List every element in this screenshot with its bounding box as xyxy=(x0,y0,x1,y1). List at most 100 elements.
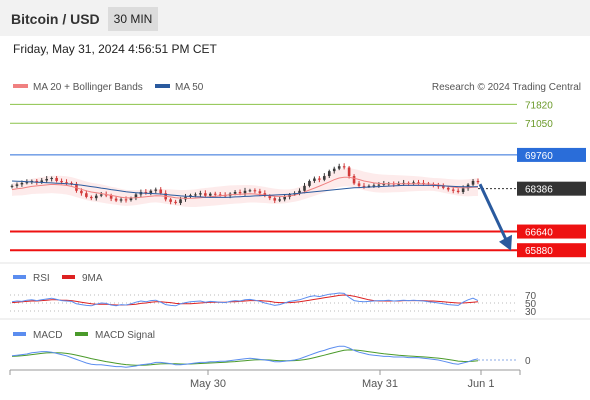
macd-signal-line xyxy=(11,349,479,366)
candle-body xyxy=(70,182,73,184)
main-legend: MA 20 + Bollinger Bands MA 50 Research ©… xyxy=(13,82,581,93)
rsi-level-label-70: 70 xyxy=(525,291,537,302)
chart-datetime: Friday, May 31, 2024 4:56:51 PM CET xyxy=(13,42,217,56)
candle-body xyxy=(382,183,386,185)
last-price-badge xyxy=(517,181,586,196)
ma50-legend-label: MA 50 xyxy=(175,82,204,93)
candle-body xyxy=(20,182,24,185)
ma20-legend-swatch xyxy=(13,84,28,88)
candle-body xyxy=(253,190,257,192)
candle-body xyxy=(357,183,361,186)
instrument-title: Bitcoin / USD xyxy=(11,11,100,27)
candle-body xyxy=(258,191,262,194)
candle-body xyxy=(278,199,282,201)
macd-legend-label: MACD xyxy=(33,330,62,341)
rsi-legend: RSI 9MA xyxy=(13,273,103,284)
candle-body xyxy=(303,185,306,191)
candle-body xyxy=(238,192,242,194)
candle-body xyxy=(94,195,98,199)
candle-body xyxy=(169,199,172,202)
candle-body xyxy=(199,193,202,195)
candle-body xyxy=(456,190,460,193)
macd-legend: MACD MACD Signal xyxy=(13,330,155,341)
macd-line xyxy=(11,345,479,368)
candle-body xyxy=(263,193,267,196)
candle-body xyxy=(60,180,63,183)
level-label-66640: 66640 xyxy=(525,228,553,239)
price-levels xyxy=(10,103,517,252)
candle-body xyxy=(179,199,182,204)
candle-body xyxy=(476,180,480,183)
candle-body xyxy=(367,185,371,187)
candle-body xyxy=(332,168,336,172)
candle-body xyxy=(273,198,277,201)
candle-body xyxy=(154,189,158,191)
rsi-legend-swatch xyxy=(13,275,26,279)
candle-body xyxy=(347,167,351,177)
timeframe-badge[interactable]: 30 MIN xyxy=(108,7,158,31)
macd-panel: 0 xyxy=(11,345,531,368)
ma50-legend-swatch xyxy=(155,84,170,88)
forecast-arrow-head xyxy=(499,234,512,251)
candle-body xyxy=(218,194,222,196)
candle-body xyxy=(337,166,341,169)
candle-body xyxy=(313,178,316,181)
rsi-legend-label: RSI xyxy=(33,273,50,284)
candle-body xyxy=(308,180,311,186)
level-label-69760: 69760 xyxy=(525,151,553,162)
candle-body xyxy=(208,193,212,196)
last-price-label: 68386 xyxy=(525,185,553,196)
candle-body xyxy=(114,198,118,201)
candle-body xyxy=(144,192,148,194)
level-badge-66640 xyxy=(517,224,586,239)
level-label-71820: 71820 xyxy=(525,100,553,111)
candle-body xyxy=(362,185,366,187)
candle-body xyxy=(213,193,217,195)
candle-body xyxy=(441,186,445,188)
candle-body xyxy=(40,180,44,183)
rsi-ma-legend-swatch xyxy=(62,275,75,279)
bollinger-bands xyxy=(12,168,478,208)
candle-body xyxy=(298,190,301,194)
x-tick-label: Jun 1 xyxy=(468,378,495,390)
candle-body xyxy=(412,182,415,184)
candle-body xyxy=(372,185,376,187)
ma20-legend-label: MA 20 + Bollinger Bands xyxy=(33,82,143,93)
candle-body xyxy=(15,184,19,186)
candle-body xyxy=(159,189,163,194)
x-axis-ticks: May 30 May 31 Jun 1 xyxy=(9,370,521,390)
candle-body xyxy=(283,196,286,200)
candle-body xyxy=(471,180,475,185)
candle-body xyxy=(109,195,113,199)
candle-body xyxy=(90,196,93,199)
candle-body xyxy=(342,166,346,168)
forecast-arrow-shaft xyxy=(478,183,509,243)
header-bar: Bitcoin / USD 30 MIN xyxy=(0,0,590,36)
moving-averages xyxy=(11,176,479,199)
candle-body xyxy=(451,189,455,191)
candle-body xyxy=(174,201,177,204)
rsi-ma-legend-label: 9MA xyxy=(82,273,103,284)
candle-body xyxy=(85,193,88,197)
rsi-level-label-50: 50 xyxy=(525,299,537,310)
candle-body xyxy=(243,190,247,194)
rsi-line xyxy=(11,292,479,307)
candle-body xyxy=(327,171,331,177)
candle-body xyxy=(80,190,83,194)
candle-body xyxy=(461,188,465,193)
candle-body xyxy=(397,183,400,185)
candle-body xyxy=(233,192,237,194)
candle-body xyxy=(417,182,420,184)
candle-body xyxy=(377,184,381,186)
level-badges: 71820 71050 69760 66640 65880 68386 xyxy=(517,100,586,258)
candle-body xyxy=(10,185,14,187)
x-tick-label: May 30 xyxy=(190,378,226,390)
candle-body xyxy=(35,180,39,183)
candle-body xyxy=(149,190,153,194)
candle-body xyxy=(129,198,133,201)
candle-body xyxy=(352,176,356,184)
candle-body xyxy=(318,178,321,180)
candle-body xyxy=(204,193,207,196)
